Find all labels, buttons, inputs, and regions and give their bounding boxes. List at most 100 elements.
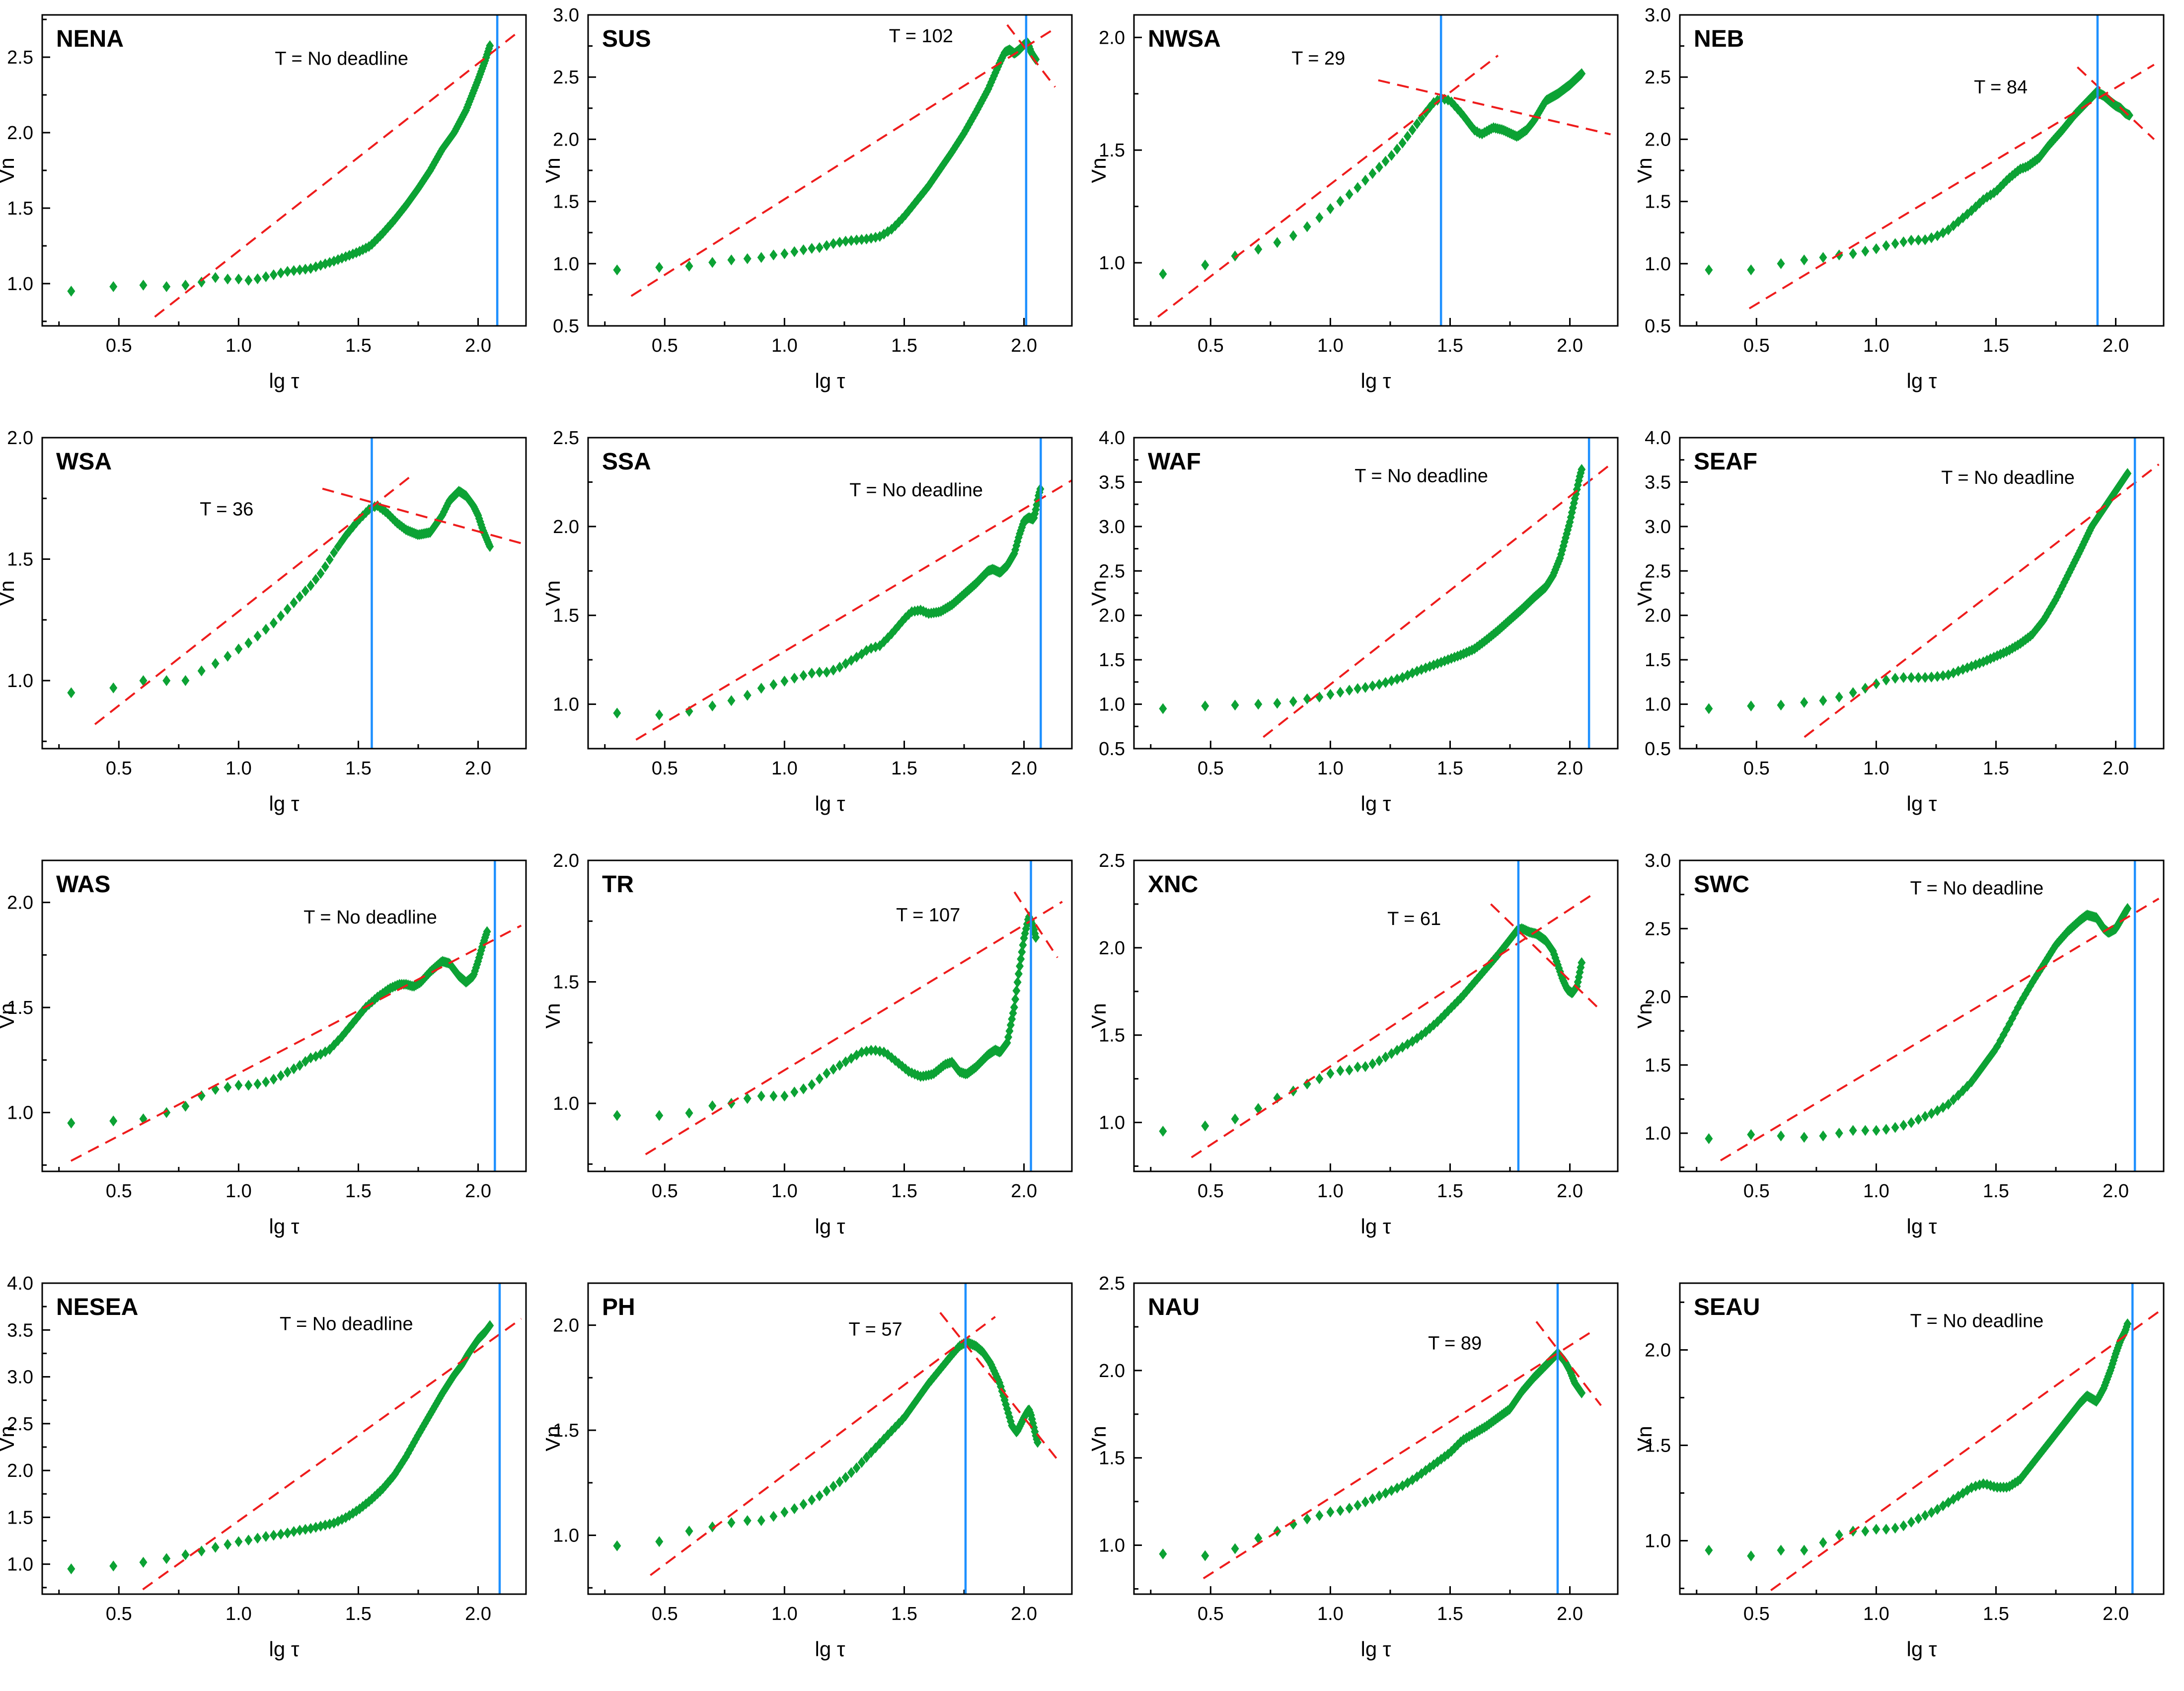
- fit-line-rising: [635, 479, 1072, 741]
- plot-area: [1680, 438, 2164, 749]
- x-tick-label: 2.0: [1557, 1181, 1583, 1202]
- data-point: [2058, 580, 2067, 592]
- plot-frame: [587, 14, 1073, 327]
- data-point: [1907, 1516, 1915, 1528]
- y-tick-label: 3.5: [1645, 472, 1671, 493]
- fit-line-rising: [630, 29, 1054, 297]
- data-point: [757, 683, 765, 694]
- panel-title: WSA: [56, 449, 112, 475]
- data-point: [841, 235, 850, 247]
- fit-line-rising: [1263, 463, 1611, 738]
- data-point: [296, 264, 304, 276]
- y-tick-label: 1.5: [553, 606, 579, 626]
- data-point: [1020, 932, 1028, 944]
- data-series-xnc: [1159, 923, 1586, 1137]
- data-point: [835, 662, 844, 673]
- chart-panel-seau: 0.5 1.0 1.5 2.0 1.0 1.5 2.0 lg τ Vn SEAU T = No de…: [1638, 1268, 2184, 1691]
- data-point: [321, 561, 329, 572]
- data-point: [835, 236, 844, 248]
- plot-frame: [1679, 859, 2165, 1172]
- fit-line-rising: [1770, 1309, 2162, 1591]
- x-tick-label: 0.5: [106, 335, 132, 356]
- data-point: [1578, 957, 1586, 968]
- data-point: [1872, 243, 1881, 254]
- data-point: [2029, 1458, 2037, 1469]
- data-point: [1958, 1487, 1967, 1499]
- chart-panel-swc: 0.5 1.0 1.5 2.0 1.0 1.5 2.0 2.5 3.0 lg τ Vn SWC T = …: [1638, 846, 2184, 1268]
- data-point: [1849, 687, 1857, 698]
- data-point: [1354, 683, 1362, 694]
- data-point: [1478, 968, 1486, 979]
- data-point: [829, 664, 837, 676]
- data-point: [1963, 1080, 1971, 1092]
- x-axis-label: lg τ: [815, 792, 845, 815]
- x-tick-label: 2.0: [465, 335, 491, 356]
- data-point: [1013, 977, 1022, 988]
- data-point: [1914, 1114, 1923, 1125]
- plot-frame: [587, 437, 1073, 750]
- data-point: [1361, 174, 1369, 186]
- data-point: [655, 1110, 664, 1121]
- data-point: [1899, 1120, 1908, 1131]
- fit-line-rising: [70, 924, 522, 1162]
- data-point: [224, 273, 232, 285]
- data-point: [1891, 238, 1899, 249]
- plot-area: [1134, 1283, 1618, 1594]
- data-point: [359, 1501, 367, 1512]
- data-point: [373, 992, 381, 1003]
- fit-line-rising: [94, 473, 414, 725]
- y-tick-label: 2.0: [7, 123, 33, 144]
- data-point: [355, 513, 364, 525]
- plot-area: [42, 15, 526, 326]
- plot-area: [588, 438, 1072, 749]
- y-tick-label: 1.0: [7, 1554, 33, 1575]
- chart-panel-nau: 0.5 1.0 1.5 2.0 1.0 1.5 2.0 2.5 lg τ Vn NAU T = 89: [1092, 1268, 1638, 1691]
- data-point: [376, 1485, 384, 1497]
- data-point: [1990, 651, 1998, 663]
- data-point: [1014, 968, 1023, 980]
- data-point: [757, 252, 765, 263]
- deadline-annotation: T = No deadline: [303, 907, 437, 928]
- x-tick-label: 1.0: [226, 1181, 252, 1202]
- data-point: [341, 530, 350, 541]
- data-point: [1971, 1480, 1980, 1492]
- data-point: [277, 267, 285, 279]
- data-point: [852, 234, 861, 246]
- data-point: [1231, 1113, 1239, 1125]
- data-point: [1345, 189, 1354, 200]
- data-point: [290, 1526, 298, 1537]
- chart-panel-seaf: 0.5 1.0 1.5 2.0 0.5 1.0 1.5 2.0 2.5 3.0 3.5 4.0 lg τ…: [1638, 423, 2184, 846]
- x-tick-label: 1.0: [771, 335, 798, 356]
- x-tick-label: 1.0: [1863, 335, 1889, 356]
- data-point: [253, 1078, 262, 1090]
- data-point: [1426, 1023, 1434, 1034]
- data-point: [1289, 230, 1297, 241]
- plot-svg-seau: 0.5 1.0 1.5 2.0 1.0 1.5 2.0 lg τ Vn SEAU T = No de…: [1638, 1282, 2165, 1661]
- x-tick-label: 1.5: [891, 335, 917, 356]
- y-tick-label: 2.5: [1645, 919, 1671, 939]
- data-point: [847, 235, 855, 246]
- data-point: [1003, 1403, 1011, 1414]
- fit-line-falling: [1535, 1321, 1602, 1406]
- fit-line-rising: [650, 1316, 996, 1576]
- data-point: [306, 580, 315, 591]
- data-point: [1326, 1506, 1335, 1518]
- data-point: [1971, 201, 1980, 213]
- data-point: [290, 597, 298, 609]
- x-axis-label: lg τ: [269, 369, 300, 392]
- deadline-annotation: T = No deadline: [849, 480, 983, 501]
- y-tick-label: 2.5: [1099, 561, 1125, 582]
- y-tick-label: 1.5: [553, 1420, 579, 1441]
- y-tick-label: 3.0: [1645, 5, 1671, 26]
- data-point: [1159, 1548, 1167, 1560]
- y-tick-label: 2.0: [553, 1315, 579, 1336]
- data-point: [1433, 658, 1441, 669]
- panel-title: SUS: [602, 26, 651, 52]
- axis-ticks: [1680, 859, 2117, 1171]
- chart-panel-neb: 0.5 1.0 1.5 2.0 0.5 1.0 1.5 2.0 2.5 3.0 lg τ Vn NEB T…: [1638, 0, 2184, 423]
- data-point: [880, 1433, 888, 1445]
- data-point: [325, 1518, 334, 1530]
- data-point: [162, 1107, 171, 1118]
- data-series-waf: [1159, 463, 1586, 714]
- data-point: [769, 249, 778, 261]
